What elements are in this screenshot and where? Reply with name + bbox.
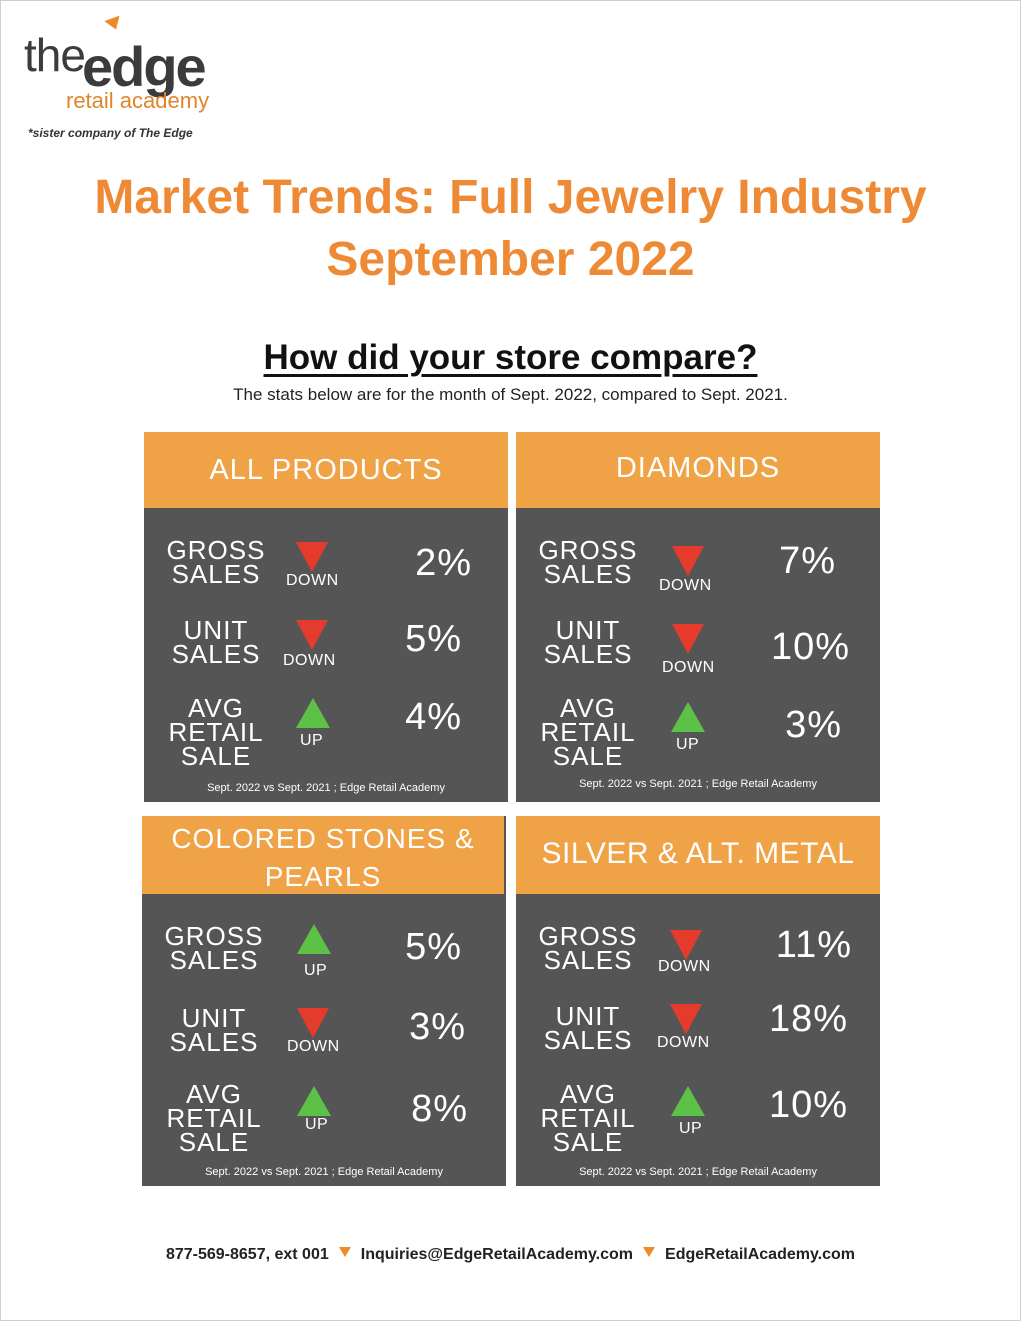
direction-label: DOWN <box>659 577 712 594</box>
stat-value: 2% <box>415 542 472 584</box>
stat-value: 3% <box>409 1006 466 1048</box>
panel-diamonds: DIAMONDS GROSS SALES DOWN 7% UNIT SALES DO… <box>516 432 880 802</box>
page-title: Market Trends: Full Jewelry Industry <box>94 171 927 224</box>
direction-label: UP <box>300 732 324 749</box>
stat-label: AVG RETAIL SALE <box>166 1079 262 1157</box>
stat-value: 18% <box>768 998 848 1040</box>
stat-row-unit-sales: UNIT SALES DOWN 3% <box>142 998 506 1076</box>
panel-title: ALL PRODUCTS <box>144 432 508 508</box>
panel-all-products: ALL PRODUCTS GROSS SALES DOWN 2% UNIT SALE… <box>144 432 508 802</box>
edge-retail-academy-logo: the edge retail academy *sister company … <box>24 15 264 147</box>
direction-label: DOWN <box>287 1038 340 1055</box>
down-arrow-icon <box>297 1008 329 1038</box>
stat-row-avg-retail-sale: AVG RETAIL SALE UP 10% <box>516 1078 880 1156</box>
stat-value: 11% <box>775 924 852 966</box>
stat-label: UNIT SALES <box>169 1003 259 1057</box>
contact-footer: 877-569-8657, ext 001 Inquiries@EdgeRetai… <box>0 1246 1021 1264</box>
stat-row-avg-retail-sale: AVG RETAIL SALE UP 3% <box>516 688 880 771</box>
stat-row-gross-sales: GROSS SALES DOWN 11% <box>516 920 880 998</box>
footer-email-link[interactable]: Inquiries@EdgeRetailAcademy.com <box>360 1246 634 1263</box>
compare-subtext: The stats below are for the month of Sep… <box>233 385 788 404</box>
direction-label: UP <box>305 1116 329 1133</box>
panel-title: DIAMONDS <box>516 432 880 508</box>
chevron-down-icon <box>643 1247 656 1257</box>
stat-label: AVG RETAIL SALE <box>540 1079 636 1157</box>
stat-value: 10% <box>768 1084 848 1126</box>
stat-label: AVG RETAIL SALE <box>168 693 264 771</box>
stat-row-avg-retail-sale: AVG RETAIL SALE UP 4% <box>144 688 508 771</box>
page-subtitle: September 2022 <box>326 233 695 286</box>
stat-label: UNIT SALES <box>543 615 633 669</box>
panel-silver-alt-metal: SILVER & ALT. METAL GROSS SALES DOWN 11% … <box>516 816 880 1186</box>
stat-value: 5% <box>405 926 462 968</box>
direction-label: DOWN <box>658 958 711 975</box>
down-arrow-icon <box>670 930 702 960</box>
direction-label: UP <box>679 1120 703 1137</box>
direction-label: DOWN <box>286 572 339 589</box>
direction-label: DOWN <box>662 659 715 676</box>
stat-label: GROSS SALES <box>164 921 264 975</box>
up-arrow-icon <box>671 1086 705 1116</box>
panel-title: COLORED STONES & PEARLS <box>142 816 504 894</box>
up-arrow-icon <box>297 1086 331 1116</box>
direction-label: DOWN <box>283 652 336 669</box>
source-note: Sept. 2022 vs Sept. 2021 ; Edge Retail A… <box>207 782 445 794</box>
footer-phone: 877-569-8657, ext 001 <box>165 1246 329 1263</box>
stat-label: GROSS SALES <box>538 921 638 975</box>
stat-row-gross-sales: GROSS SALES DOWN 7% <box>516 532 880 610</box>
stat-row-avg-retail-sale: AVG RETAIL SALE UP 8% <box>142 1078 506 1156</box>
stat-value: 10% <box>770 626 850 668</box>
stat-label: UNIT SALES <box>171 615 261 669</box>
logo-the: the <box>24 29 86 81</box>
source-note: Sept. 2022 vs Sept. 2021 ; Edge Retail A… <box>205 1166 443 1178</box>
stat-label: UNIT SALES <box>543 1001 633 1055</box>
chevron-down-icon <box>338 1247 351 1257</box>
up-arrow-icon <box>296 698 330 728</box>
logo-edge: edge <box>82 35 207 98</box>
direction-label: UP <box>676 736 700 753</box>
stat-row-gross-sales: GROSS SALES DOWN 2% <box>144 532 508 610</box>
compare-heading: How did your store compare? <box>263 338 758 377</box>
stat-label: GROSS SALES <box>538 535 638 589</box>
sister-company-note: *sister company of The Edge <box>28 126 193 140</box>
down-arrow-icon <box>672 624 704 654</box>
logo-retail-academy: retail academy <box>66 88 210 113</box>
down-arrow-icon <box>670 1004 702 1034</box>
direction-label: UP <box>304 962 328 979</box>
footer-website-link[interactable]: EdgeRetailAcademy.com <box>665 1246 856 1263</box>
stat-value: 4% <box>405 696 462 738</box>
stat-value: 5% <box>405 618 462 660</box>
up-arrow-icon <box>297 924 331 954</box>
source-note: Sept. 2022 vs Sept. 2021 ; Edge Retail A… <box>579 1166 817 1178</box>
down-arrow-icon <box>672 546 704 576</box>
stat-row-unit-sales: UNIT SALES DOWN 10% <box>516 610 880 688</box>
stat-value: 8% <box>411 1088 468 1130</box>
up-arrow-icon <box>671 702 705 732</box>
stat-row-unit-sales: UNIT SALES DOWN 5% <box>144 610 508 688</box>
direction-label: DOWN <box>657 1034 710 1051</box>
down-arrow-icon <box>296 542 328 572</box>
source-note: Sept. 2022 vs Sept. 2021 ; Edge Retail A… <box>579 778 817 790</box>
panel-title: SILVER & ALT. METAL <box>516 816 880 894</box>
stat-value: 3% <box>785 704 842 746</box>
stat-row-unit-sales: UNIT SALES DOWN 18% <box>516 998 880 1076</box>
stat-label: GROSS SALES <box>166 535 266 589</box>
stat-value: 7% <box>779 540 836 582</box>
stat-row-gross-sales: GROSS SALES UP 5% <box>142 916 506 994</box>
stat-label: AVG RETAIL SALE <box>540 693 636 771</box>
down-arrow-icon <box>296 620 328 650</box>
panel-colored-stones-pearls: COLORED STONES & PEARLS GROSS SALES UP 5%… <box>142 816 506 1186</box>
